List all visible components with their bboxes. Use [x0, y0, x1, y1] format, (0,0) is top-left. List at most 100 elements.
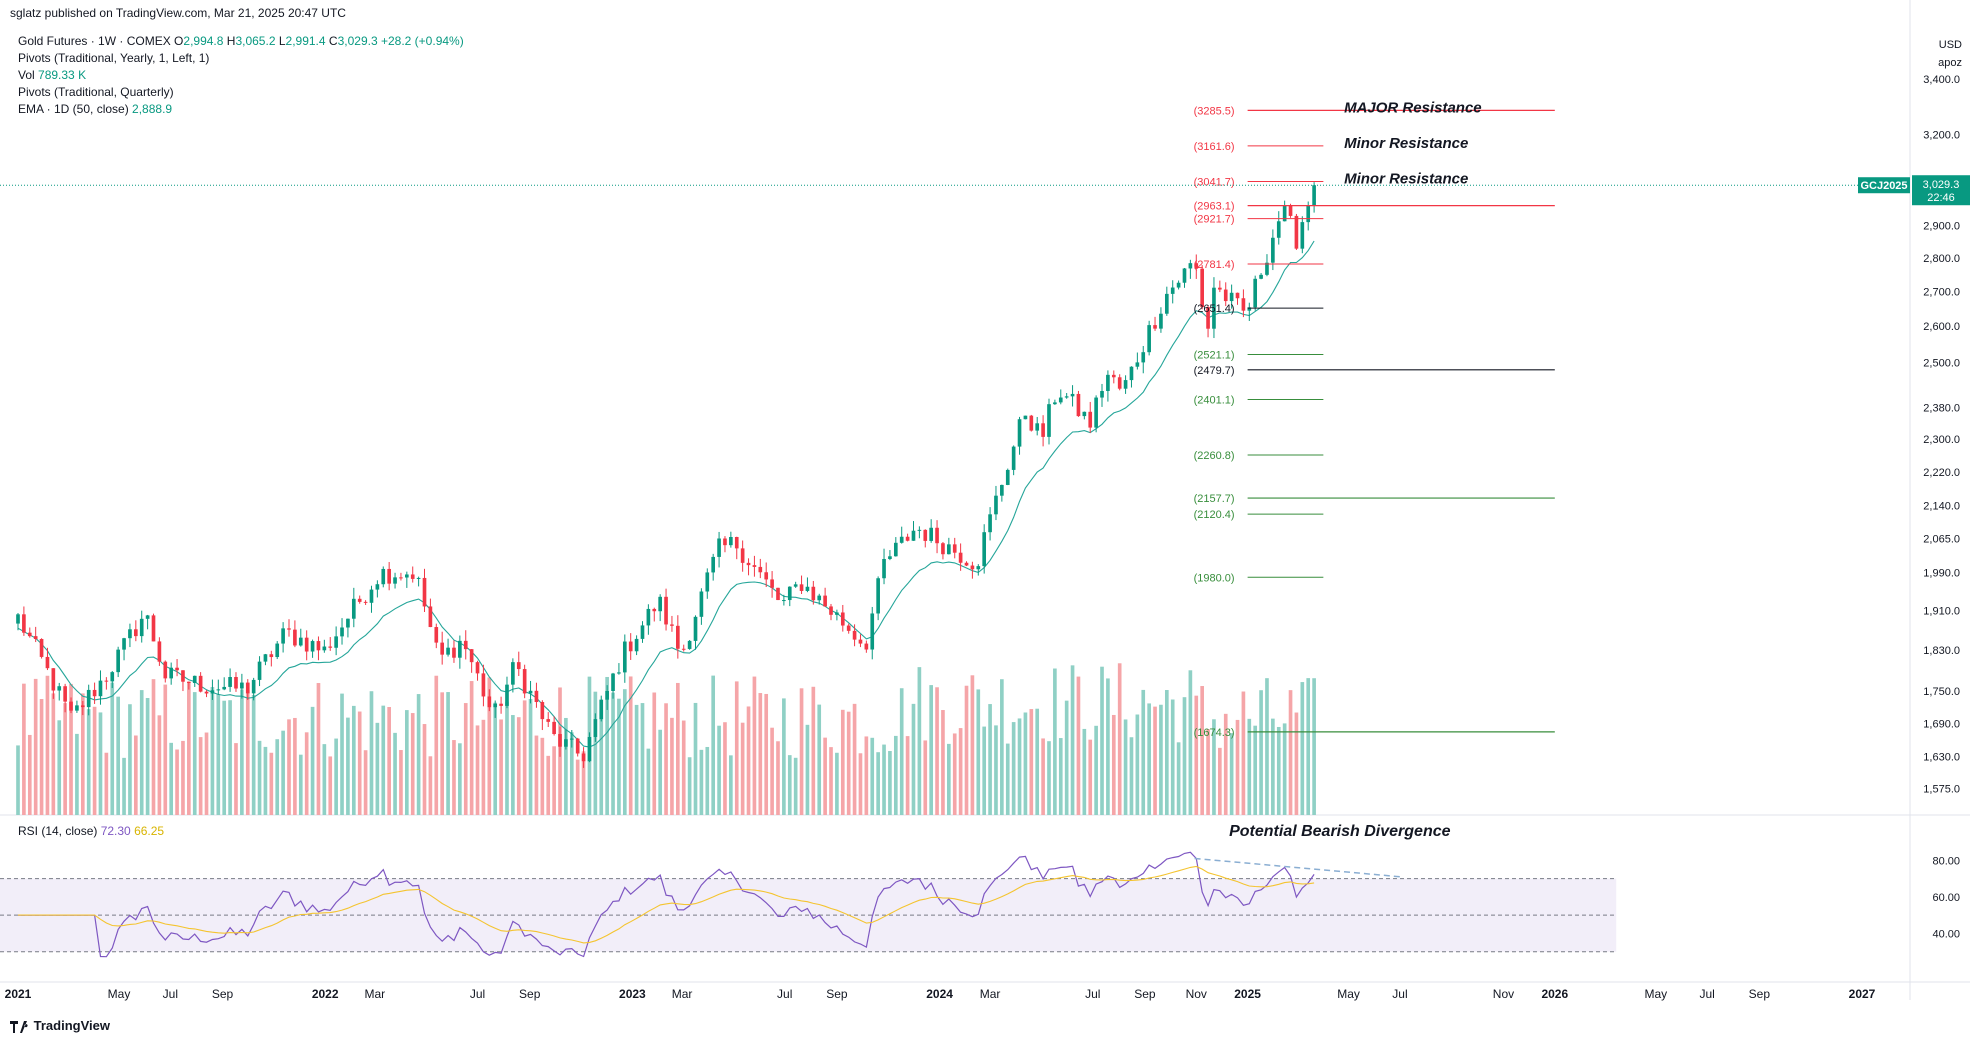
volume-bar: [534, 735, 539, 815]
volume-bar: [328, 756, 333, 815]
volume-bar: [240, 689, 244, 815]
x-tick-label: 2024: [926, 987, 953, 1001]
volume-bar: [481, 719, 486, 815]
resistance-annotation: Minor Resistance: [1344, 135, 1468, 152]
volume-bar: [340, 693, 344, 815]
volume-bar: [770, 727, 774, 815]
candle-body: [599, 699, 604, 720]
volume-bar: [204, 732, 209, 815]
candle-body: [1206, 307, 1210, 329]
candle-body: [281, 628, 285, 644]
volume-bar: [63, 703, 67, 815]
volume-bar: [858, 753, 863, 815]
candle-body: [1106, 374, 1110, 391]
candle-body: [1288, 205, 1293, 216]
volume-bar: [175, 749, 179, 815]
volume-bar: [434, 675, 439, 815]
candle-body: [552, 721, 556, 735]
candle-body: [740, 548, 745, 563]
volume-bar: [1182, 697, 1187, 815]
volume-bar: [893, 735, 898, 815]
candle-body: [505, 684, 509, 706]
candle-body: [80, 705, 85, 708]
volume-bar: [293, 717, 297, 815]
volume-bar: [658, 729, 662, 815]
candle-body: [958, 552, 963, 563]
candle-body: [428, 606, 433, 628]
volume-bar: [27, 734, 32, 815]
candle-body: [1229, 292, 1234, 302]
candle-body: [829, 606, 833, 615]
volume-bar: [228, 700, 232, 815]
candle-body: [988, 514, 992, 533]
volume-bar: [723, 722, 727, 815]
volume-bar: [575, 759, 580, 815]
volume-bar: [988, 704, 992, 815]
price-badge: [1912, 175, 1970, 206]
candle-body: [1265, 262, 1269, 275]
legend-yearly-pivots[interactable]: Pivots (Traditional, Yearly, 1, Left, 1): [18, 51, 210, 65]
legend-ema[interactable]: EMA · 1D (50, close) 2,888.9: [18, 102, 173, 116]
pivot-label: (1980.0): [1194, 572, 1235, 584]
candle-body: [840, 612, 845, 626]
currency-label[interactable]: USD: [1938, 39, 1962, 51]
candle-body: [375, 584, 380, 590]
candle-body: [540, 702, 545, 720]
candle-body: [381, 568, 386, 585]
volume-bar: [458, 743, 462, 815]
candle-body: [917, 529, 922, 531]
candle-body: [888, 556, 892, 559]
volume-bar: [923, 740, 928, 815]
y-tick-label: 2,900.0: [1923, 220, 1960, 232]
axis-currency[interactable]: USD apoz: [1938, 36, 1962, 72]
y-tick-label: 1,690.0: [1923, 718, 1960, 730]
candle-body: [758, 566, 763, 573]
volume-bar: [75, 733, 79, 815]
candle-body: [157, 641, 162, 662]
volume-bar: [764, 693, 769, 815]
candle-body: [434, 627, 439, 643]
volume-bar: [222, 700, 227, 815]
candle-body: [1047, 404, 1051, 437]
candle-body: [1194, 263, 1199, 269]
x-tick-label: Mar: [365, 987, 386, 1001]
y-tick-label: 1,575.0: [1923, 783, 1960, 795]
candle-body: [1235, 292, 1240, 299]
candle-body: [893, 542, 898, 557]
candle-body: [69, 701, 73, 711]
candle-body: [587, 736, 592, 762]
volume-bar: [351, 705, 356, 815]
candle-body: [163, 661, 168, 679]
volume-bar: [734, 681, 739, 815]
legend-volume[interactable]: Vol 789.33 K: [18, 68, 87, 82]
x-tick-label: Sep: [1749, 987, 1771, 1001]
volume-bar: [1312, 678, 1316, 815]
candle-body: [870, 613, 875, 650]
candle-body: [699, 591, 704, 617]
volume-bar: [469, 681, 474, 815]
candle-body: [569, 738, 574, 740]
volume-bar: [776, 741, 780, 815]
candle-body: [98, 680, 103, 697]
candle-body: [405, 574, 409, 578]
candle-body: [1100, 390, 1104, 398]
legend-quarterly-pivots[interactable]: Pivots (Traditional, Quarterly): [18, 85, 174, 99]
volume-bar: [540, 737, 545, 815]
x-tick-label: 2022: [312, 987, 339, 1001]
candle-body: [952, 544, 957, 553]
volume-bar: [1235, 719, 1240, 815]
candle-body: [1294, 215, 1299, 249]
symbol-name[interactable]: Gold Futures · 1W · COMEX: [18, 34, 171, 48]
volume-bar: [1041, 738, 1045, 815]
candle-body: [128, 629, 132, 639]
legend-rsi[interactable]: RSI (14, close) 72.30 66.25: [18, 824, 165, 838]
volume-bar: [605, 676, 609, 815]
volume-bar: [941, 710, 945, 815]
pivot-label: (2401.1): [1194, 394, 1235, 406]
candle-body: [923, 529, 928, 541]
volume-bar: [187, 682, 191, 815]
volume-bar: [935, 687, 939, 815]
scale-mode[interactable]: apoz: [1938, 57, 1962, 69]
time-axis: 2021 May Jul Sep 2022 Mar Jul Sep 2023 Mar Jul Sep 2…: [5, 987, 1876, 1001]
